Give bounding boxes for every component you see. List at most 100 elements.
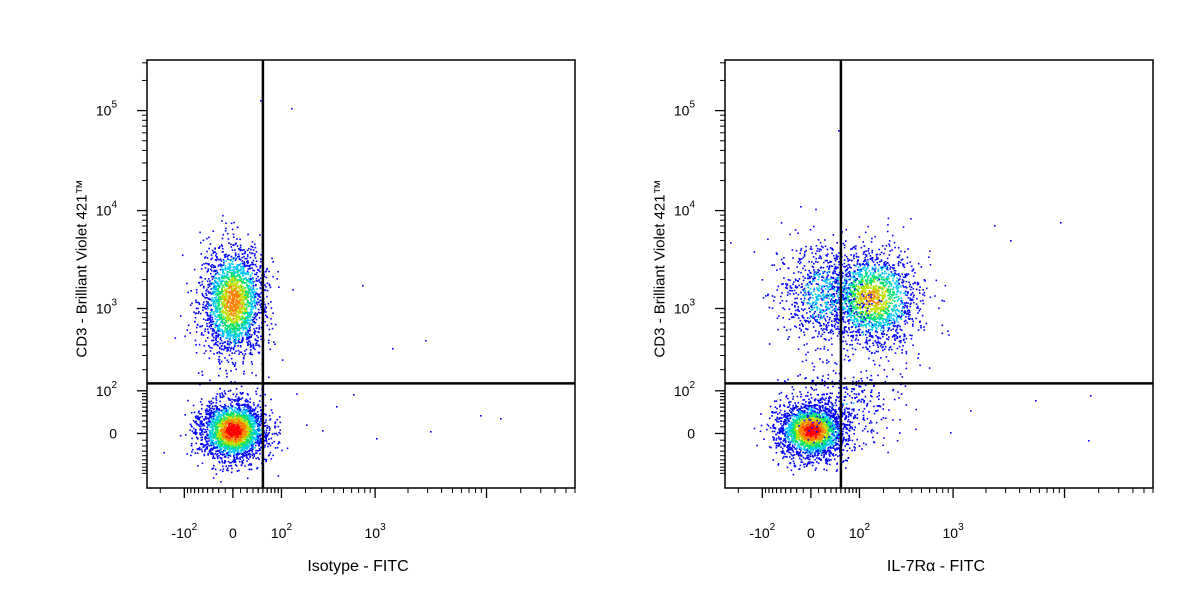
event-dot <box>227 286 230 288</box>
event-dot <box>222 298 225 301</box>
event-dot <box>215 420 217 423</box>
event-dot <box>276 418 278 421</box>
event-dot <box>242 456 244 459</box>
event-dot <box>242 296 244 298</box>
event-dot <box>240 306 243 308</box>
event-dot <box>237 449 240 452</box>
event-dot <box>259 424 261 427</box>
event-dot <box>247 315 249 317</box>
event-dot <box>222 276 224 279</box>
event-dot <box>218 359 221 361</box>
event-dot <box>228 453 231 455</box>
event-dot <box>268 432 270 434</box>
event-dot <box>254 303 256 305</box>
event-dot <box>223 286 226 289</box>
event-dot <box>218 413 220 416</box>
event-dot <box>225 292 227 295</box>
event-dot <box>254 257 257 259</box>
event-dot <box>250 429 253 432</box>
event-dot <box>218 330 220 332</box>
event-dot <box>233 455 235 457</box>
event-dot <box>250 406 252 408</box>
event-dot <box>260 258 262 260</box>
event-dot <box>223 411 225 414</box>
event-dot <box>259 452 261 455</box>
event-dot <box>253 436 255 439</box>
event-dot <box>231 405 234 407</box>
event-dot <box>206 237 208 240</box>
event-dot <box>220 481 222 483</box>
event-dot <box>224 230 227 232</box>
event-dot <box>225 284 227 286</box>
event-dot <box>268 425 270 428</box>
event-dot <box>190 454 192 457</box>
event-dot <box>212 429 214 432</box>
event-dot <box>279 432 281 435</box>
event-dot <box>222 301 224 303</box>
event-dot <box>222 264 224 267</box>
event-dot <box>258 448 261 450</box>
event-dot <box>226 343 229 346</box>
event-dot <box>241 299 243 302</box>
event-dot <box>260 338 262 341</box>
event-dot <box>209 243 212 245</box>
event-dot <box>209 429 212 432</box>
event-dot <box>245 306 248 309</box>
event-dot <box>224 289 226 291</box>
x-tick-label: 0 <box>229 525 237 541</box>
event-dot <box>231 276 233 278</box>
event-dot <box>235 287 238 289</box>
plot-frame <box>146 59 576 489</box>
event-dot <box>201 403 203 406</box>
event-dot <box>243 282 246 284</box>
event-dot <box>249 412 252 414</box>
event-dot <box>217 341 219 343</box>
event-dot <box>231 430 234 433</box>
event-dot <box>214 433 217 435</box>
event-dot <box>258 328 260 330</box>
event-dot <box>237 415 240 417</box>
event-dot <box>238 287 241 290</box>
event-dot <box>236 307 239 309</box>
event-dot <box>206 404 208 407</box>
event-dot <box>258 327 261 329</box>
event-dot <box>228 268 231 270</box>
event-dot <box>208 263 210 266</box>
event-dot <box>246 255 249 258</box>
event-dot <box>229 307 231 310</box>
event-dot <box>236 315 239 317</box>
event-dot <box>250 291 253 294</box>
event-dot <box>223 347 226 349</box>
event-dot <box>211 433 214 436</box>
event-dot <box>226 438 229 441</box>
event-dot <box>248 407 250 409</box>
event-dot <box>247 273 250 276</box>
event-dot <box>247 434 249 436</box>
event-dot <box>220 409 223 412</box>
event-dot <box>205 319 207 321</box>
event-dot <box>244 417 246 420</box>
event-dot <box>228 334 231 336</box>
event-dot <box>204 429 207 431</box>
event-dot <box>232 428 234 431</box>
event-dot <box>195 442 197 445</box>
event-dot <box>222 437 225 440</box>
event-dot <box>278 286 280 288</box>
event-dot <box>222 335 224 337</box>
event-dot <box>238 415 241 418</box>
event-dot <box>222 285 225 288</box>
event-dot <box>258 269 260 272</box>
event-dot <box>244 399 247 402</box>
event-dot <box>248 327 251 330</box>
event-dot <box>238 439 240 442</box>
event-dot <box>222 316 225 318</box>
event-dot <box>241 286 244 288</box>
event-dot <box>246 316 249 319</box>
event-dot <box>245 278 248 281</box>
event-dot <box>234 254 237 257</box>
event-dot <box>211 407 213 410</box>
event-dot <box>212 313 214 316</box>
event-dot <box>251 334 253 336</box>
event-dot <box>218 323 221 325</box>
event-dot <box>230 342 233 344</box>
